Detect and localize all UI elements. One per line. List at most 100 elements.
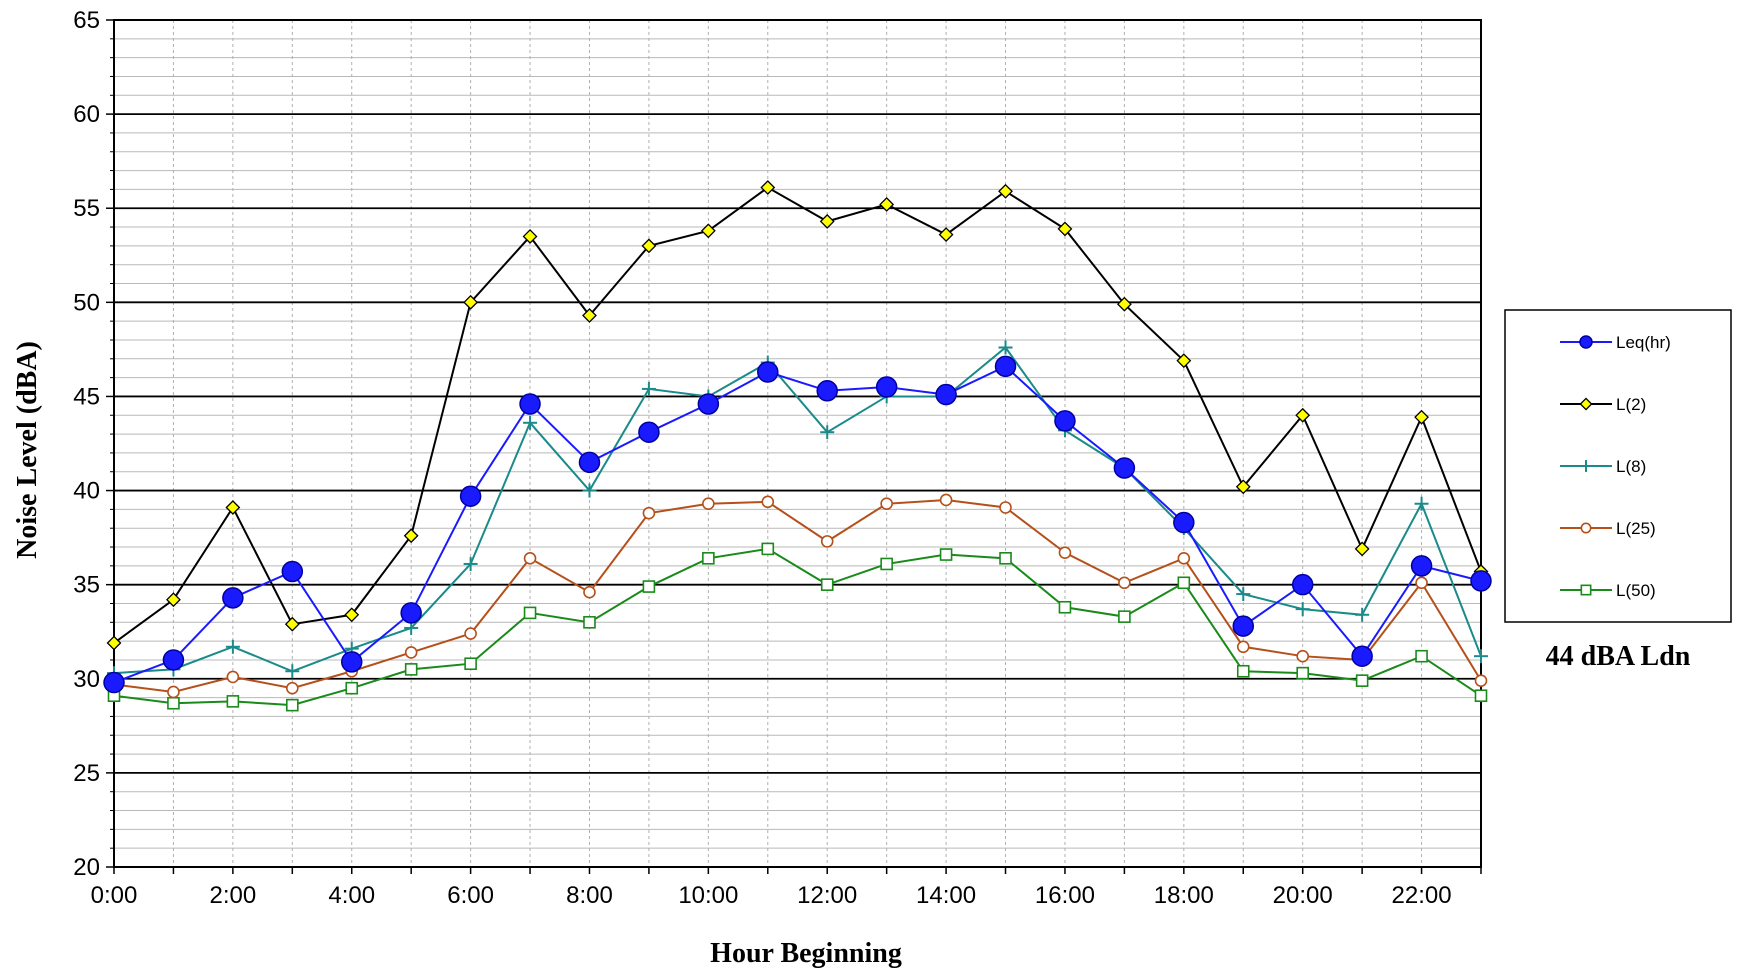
legend-label: Leq(hr): [1616, 333, 1671, 352]
x-tick-label: 14:00: [916, 882, 976, 909]
leq-point: [103, 671, 125, 694]
x-tick-label: 2:00: [210, 882, 257, 909]
legend: Leq(hr) L(2) L(8) L(25) L(50): [1504, 309, 1732, 623]
l25-point: [583, 585, 596, 599]
l2-point: [463, 294, 479, 310]
y-tick-label: 20: [73, 854, 100, 881]
x-tick-label: 18:00: [1154, 882, 1214, 909]
legend-label: L(25): [1616, 519, 1656, 538]
l8-point: [523, 415, 538, 430]
l8-point: [1236, 587, 1251, 602]
leq-point: [1113, 457, 1136, 479]
l25-point: [1177, 552, 1191, 565]
l8-point: [998, 340, 1013, 355]
series-line: [113, 346, 1482, 675]
l2-point: [403, 528, 419, 544]
x-axis-title: Hour Beginning: [710, 938, 902, 969]
series-3: [107, 493, 1488, 699]
l50-point: [404, 663, 418, 676]
leq-point: [222, 587, 244, 609]
x-axis-ticks: 0:00 2:00 4:00 6:00 8:00 10:00 12:00 14:00 16:00…: [91, 867, 1482, 909]
series-line: [113, 498, 1482, 693]
y-tick-label: 60: [73, 101, 100, 128]
series-1: [106, 180, 1489, 651]
x-tick-label: 12:00: [797, 882, 857, 909]
l25-point: [226, 670, 240, 684]
l2-point: [284, 616, 300, 632]
leq-point: [1054, 410, 1076, 432]
l50-point: [286, 698, 299, 712]
l2-point: [1116, 296, 1132, 312]
l25-point: [286, 681, 299, 695]
l2-point: [1057, 221, 1073, 237]
l2-point: [1295, 407, 1311, 423]
l25-point: [523, 552, 537, 565]
l50-point: [523, 606, 537, 620]
leq-point: [1470, 570, 1492, 592]
l50-point: [583, 616, 596, 629]
l2-point: [938, 227, 954, 242]
series-line: [113, 186, 1482, 644]
l2-point: [641, 238, 657, 254]
l25-point: [1580, 522, 1592, 534]
l50-point: [1415, 649, 1428, 663]
l50-point: [226, 695, 240, 708]
legend-item: L(50): [1560, 581, 1656, 600]
legend-label: L(2): [1616, 395, 1646, 414]
leq-point: [162, 649, 185, 671]
l2-point: [106, 635, 122, 651]
x-tick-label: 0:00: [91, 882, 138, 909]
l50-point: [642, 580, 656, 593]
l50-point: [345, 681, 359, 695]
l50-point: [1236, 664, 1250, 678]
l50-point: [820, 578, 834, 591]
l50-point: [167, 696, 180, 710]
l50-point: [939, 548, 953, 561]
l2-point: [344, 607, 360, 623]
l25-point: [642, 506, 656, 520]
legend-item: L(2): [1560, 395, 1646, 414]
series-line: [113, 547, 1482, 707]
x-tick-label: 16:00: [1035, 882, 1095, 909]
leq-point: [459, 485, 482, 507]
l50-point: [1118, 610, 1131, 623]
l8-point: [1474, 649, 1488, 664]
l25-point: [939, 493, 953, 507]
l50-point: [1474, 689, 1488, 703]
l2-point: [760, 180, 776, 195]
l50-point: [1058, 600, 1072, 614]
legend-item: L(8): [1560, 457, 1646, 476]
x-tick-label: 6:00: [447, 882, 494, 909]
l25-point: [1058, 546, 1072, 559]
y-tick-label: 55: [73, 195, 100, 222]
l8-point: [1295, 602, 1310, 617]
leq-point: [757, 361, 779, 383]
leq-point: [816, 380, 838, 402]
l25-point: [820, 535, 834, 548]
leq-point: [281, 560, 304, 583]
l50-point: [1296, 666, 1309, 680]
leq-point: [1410, 555, 1433, 577]
plot-area-border: [113, 19, 1482, 868]
leq-point: [1232, 615, 1255, 637]
l50-point: [1177, 576, 1191, 590]
x-tick-label: 4:00: [328, 882, 375, 909]
series-0: [103, 355, 1492, 694]
leq-point: [1291, 573, 1314, 596]
l2-point: [1414, 409, 1429, 425]
leq-point: [994, 355, 1017, 378]
l25-point: [1296, 649, 1309, 663]
l2-point: [1579, 397, 1593, 411]
grid-lines: [114, 20, 1481, 867]
l25-point: [404, 646, 418, 659]
leq-point: [340, 651, 363, 673]
l50-point: [880, 557, 893, 571]
legend-item: Leq(hr): [1560, 333, 1671, 352]
l2-point: [819, 213, 835, 229]
l50-point: [702, 552, 715, 565]
l8-point: [285, 664, 300, 679]
l2-point: [879, 197, 895, 212]
l25-point: [1118, 576, 1131, 590]
l2-point: [998, 183, 1013, 199]
